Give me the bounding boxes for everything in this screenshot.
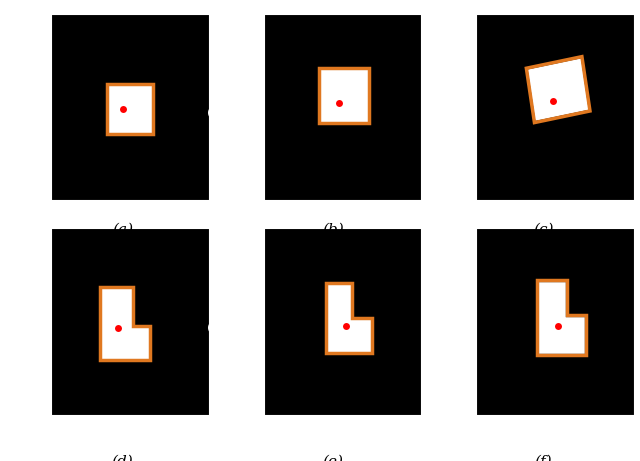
Text: (e): (e) xyxy=(323,455,344,461)
Text: (f): (f) xyxy=(534,455,552,461)
Text: (b): (b) xyxy=(322,223,344,236)
Y-axis label: 0
(m): 0 (m) xyxy=(207,311,227,332)
Text: (d): (d) xyxy=(111,455,133,461)
Polygon shape xyxy=(319,68,369,123)
Text: (c): (c) xyxy=(533,223,554,236)
Polygon shape xyxy=(107,84,153,134)
Y-axis label: 0
(m): 0 (m) xyxy=(420,96,439,118)
Polygon shape xyxy=(529,59,588,120)
Y-axis label: 0
(m): 0 (m) xyxy=(207,96,227,118)
Text: (a): (a) xyxy=(112,223,133,236)
Polygon shape xyxy=(538,283,584,353)
Polygon shape xyxy=(326,283,372,353)
Polygon shape xyxy=(100,287,150,361)
Y-axis label: 0
(m): 0 (m) xyxy=(0,96,14,118)
Y-axis label: 0
(m): 0 (m) xyxy=(0,311,14,332)
Y-axis label: 0
(m): 0 (m) xyxy=(420,311,439,332)
